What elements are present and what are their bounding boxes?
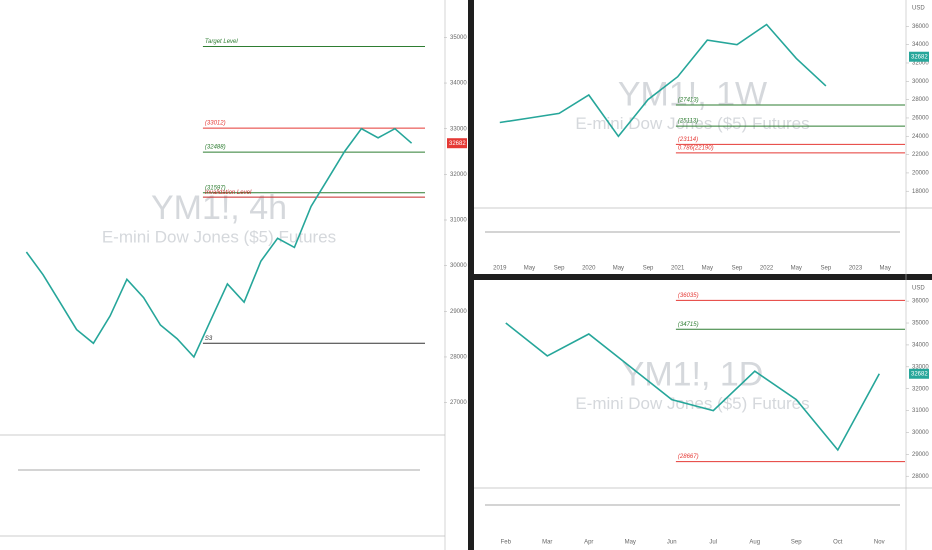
level-label: (28667) xyxy=(678,454,699,460)
price-tag xyxy=(909,368,929,379)
watermark-title: YM1!, 4h xyxy=(151,189,287,227)
price-tag-label: 32682 xyxy=(449,141,466,147)
y-tick-label: 30000 xyxy=(912,79,929,85)
y-tick-label: 32000 xyxy=(912,386,929,392)
y-tick-label: 35000 xyxy=(450,35,467,41)
price-tag xyxy=(909,51,929,62)
level-label: Target Level xyxy=(205,39,238,45)
x-tick-label: Sep xyxy=(643,266,654,272)
x-tick-label: Mar xyxy=(542,540,552,546)
y-tick-label: 34000 xyxy=(450,81,467,87)
y-tick-label: 33000 xyxy=(450,126,467,132)
y-tick-label: 31000 xyxy=(450,218,467,224)
level-label: (25113) xyxy=(678,119,698,125)
x-tick-label: May xyxy=(791,266,802,272)
y-tick-label: 28000 xyxy=(912,97,929,103)
x-tick-label: 2022 xyxy=(760,266,774,272)
y-tick-label: 29000 xyxy=(912,452,929,458)
x-tick-label: May xyxy=(880,266,891,272)
y-tick-label: 18000 xyxy=(912,189,929,195)
divider xyxy=(468,0,474,550)
watermark-subtitle: E-mini Dow Jones ($5) Futures xyxy=(575,114,809,133)
y-tick-label: 30000 xyxy=(450,263,467,269)
axis-unit: USD xyxy=(912,286,925,292)
level-label: S3 xyxy=(205,336,213,342)
y-tick-label: 33000 xyxy=(912,364,929,370)
x-tick-label: Nov xyxy=(874,540,885,546)
price-line xyxy=(505,322,881,452)
price-tag-label: 32682 xyxy=(911,371,928,377)
price-line xyxy=(499,23,827,138)
x-tick-label: Jul xyxy=(709,540,717,546)
y-tick-label: 26000 xyxy=(912,116,929,122)
x-tick-label: May xyxy=(524,266,535,272)
x-tick-label: Sep xyxy=(821,266,832,272)
level-label: (32488) xyxy=(205,145,226,151)
x-tick-label: Sep xyxy=(554,266,565,272)
x-tick-label: Jun xyxy=(667,540,677,546)
y-tick-label: 36000 xyxy=(912,299,929,305)
x-tick-label: May xyxy=(702,266,713,272)
watermark-title: YM1!, 1D xyxy=(622,355,764,393)
y-tick-label: 36000 xyxy=(912,24,929,30)
x-tick-label: 2021 xyxy=(671,266,685,272)
level-label: (34715) xyxy=(678,322,699,328)
level-label: (27413) xyxy=(678,98,699,104)
y-tick-label: 32000 xyxy=(450,172,467,178)
y-tick-label: 28000 xyxy=(450,355,467,361)
x-tick-label: Sep xyxy=(791,540,802,546)
axis-unit: USD xyxy=(912,6,925,12)
divider xyxy=(474,274,932,280)
y-tick-label: 30000 xyxy=(912,430,929,436)
x-tick-label: Aug xyxy=(749,540,760,546)
x-tick-label: Oct xyxy=(833,540,843,546)
x-tick-label: 2019 xyxy=(493,266,507,272)
y-tick-label: 31000 xyxy=(912,408,929,414)
x-tick-label: 2020 xyxy=(582,266,596,272)
x-tick-label: 2023 xyxy=(849,266,863,272)
level-label: (36035) xyxy=(678,293,699,299)
y-tick-label: 27000 xyxy=(450,400,467,406)
y-tick-label: 32000 xyxy=(912,61,929,67)
x-tick-label: Sep xyxy=(732,266,743,272)
level-label: 0.786(22190) xyxy=(678,145,714,151)
level-label: (33012) xyxy=(205,121,226,127)
y-tick-label: 29000 xyxy=(450,309,467,315)
watermark-subtitle: E-mini Dow Jones ($5) Futures xyxy=(575,394,809,413)
price-tag xyxy=(447,138,467,149)
price-line xyxy=(25,127,413,359)
x-tick-label: May xyxy=(625,540,636,546)
watermark-subtitle: E-mini Dow Jones ($5) Futures xyxy=(102,227,336,246)
x-tick-label: Apr xyxy=(584,540,593,546)
y-tick-label: 22000 xyxy=(912,152,929,158)
y-tick-label: 35000 xyxy=(912,321,929,327)
price-tag-label: 32682 xyxy=(911,54,928,60)
level-label: (23114) xyxy=(678,137,698,143)
y-tick-label: 34000 xyxy=(912,342,929,348)
level-label: (31597) xyxy=(205,185,226,191)
y-tick-label: 24000 xyxy=(912,134,929,140)
y-tick-label: 20000 xyxy=(912,171,929,177)
x-tick-label: Feb xyxy=(501,540,512,546)
x-tick-label: May xyxy=(613,266,624,272)
watermark-title: YM1!, 1W xyxy=(618,75,767,113)
y-tick-label: 28000 xyxy=(912,474,929,480)
y-tick-label: 34000 xyxy=(912,42,929,48)
level-label: Invalidation Level xyxy=(205,190,252,196)
